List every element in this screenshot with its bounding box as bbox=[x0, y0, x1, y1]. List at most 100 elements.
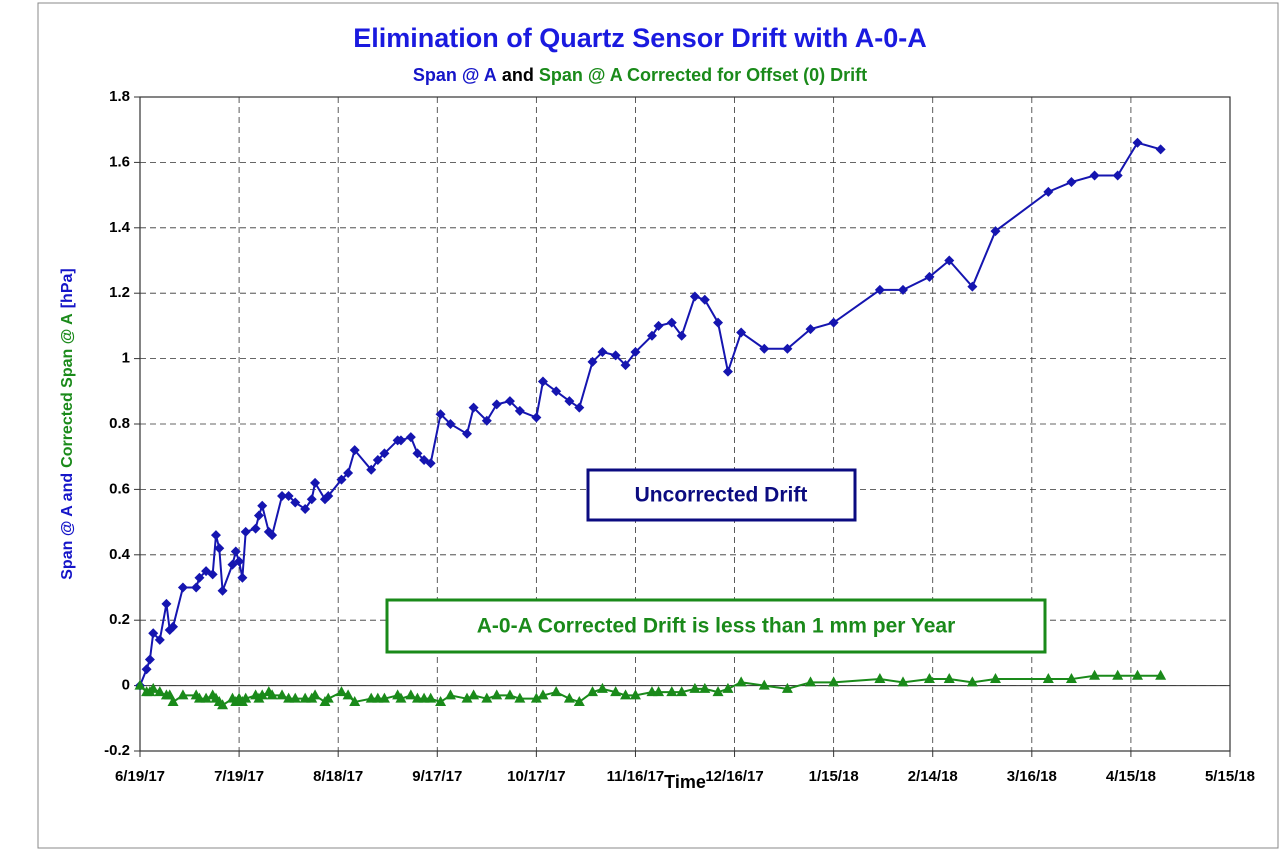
data-point bbox=[379, 448, 390, 459]
data-point bbox=[177, 689, 189, 700]
data-point bbox=[1043, 186, 1054, 197]
data-point bbox=[191, 582, 202, 593]
data-point bbox=[1089, 669, 1101, 680]
data-point bbox=[967, 281, 978, 292]
data-point bbox=[1155, 669, 1167, 680]
data-point bbox=[587, 686, 599, 697]
data-point bbox=[630, 347, 641, 358]
annotation-box bbox=[385, 598, 1047, 654]
y-tick-label: 1 bbox=[122, 350, 130, 367]
data-point bbox=[267, 530, 278, 541]
data-point bbox=[1089, 170, 1100, 181]
data-point bbox=[412, 448, 423, 459]
x-tick-label: 8/18/17 bbox=[313, 768, 363, 785]
data-point bbox=[1042, 673, 1054, 684]
data-point bbox=[425, 458, 436, 469]
data-point bbox=[435, 409, 446, 420]
marks bbox=[134, 137, 1167, 710]
data-point bbox=[283, 490, 294, 501]
data-point bbox=[537, 689, 549, 700]
x-axis-label: Time bbox=[664, 772, 706, 792]
annotation: A-0-A Corrected Drift is less than 1 mm … bbox=[477, 615, 956, 638]
data-point bbox=[342, 689, 354, 700]
data-point bbox=[514, 692, 526, 703]
data-point bbox=[207, 569, 218, 580]
data-point bbox=[610, 350, 621, 361]
data-point bbox=[504, 396, 515, 407]
data-point bbox=[154, 634, 165, 645]
data-point bbox=[395, 435, 406, 446]
text-part: Span @ A bbox=[413, 65, 497, 85]
data-point bbox=[563, 692, 575, 703]
data-point bbox=[147, 682, 159, 693]
data-point bbox=[257, 500, 268, 511]
data-point bbox=[266, 689, 278, 700]
data-point bbox=[689, 682, 701, 693]
data-point bbox=[550, 686, 562, 697]
data-point bbox=[722, 366, 733, 377]
data-point bbox=[597, 347, 608, 358]
data-point bbox=[699, 682, 711, 693]
x-tick-label: 12/16/17 bbox=[705, 768, 763, 785]
x-tick-label: 9/17/17 bbox=[412, 768, 462, 785]
y-tick-label: 0.8 bbox=[109, 415, 130, 432]
data-point bbox=[217, 585, 228, 596]
data-point bbox=[924, 271, 935, 282]
data-point bbox=[805, 324, 816, 335]
data-point bbox=[310, 477, 321, 488]
data-point bbox=[1066, 177, 1077, 188]
data-point bbox=[250, 523, 261, 534]
y-tick-label: 0.6 bbox=[109, 480, 130, 497]
x-tick-label: 7/19/17 bbox=[214, 768, 264, 785]
data-point bbox=[214, 543, 225, 554]
data-point bbox=[646, 330, 657, 341]
annotation-box bbox=[586, 468, 857, 522]
data-point bbox=[481, 415, 492, 426]
plot-border bbox=[139, 96, 1231, 752]
x-tick-label: 4/15/18 bbox=[1106, 768, 1156, 785]
annotation: Uncorrected Drift bbox=[635, 484, 808, 507]
data-point bbox=[573, 695, 585, 706]
data-point bbox=[491, 399, 502, 410]
data-point bbox=[234, 556, 245, 567]
data-point bbox=[306, 494, 317, 505]
y-tick-label: 1.8 bbox=[109, 88, 130, 105]
data-point bbox=[445, 419, 456, 429]
data-point bbox=[989, 673, 1001, 684]
data-point bbox=[504, 689, 516, 700]
data-point bbox=[161, 598, 172, 609]
data-point bbox=[537, 376, 548, 387]
data-point bbox=[290, 497, 301, 508]
data-point bbox=[366, 464, 377, 475]
data-point bbox=[405, 432, 416, 443]
data-point bbox=[1155, 144, 1166, 155]
data-point bbox=[425, 692, 437, 703]
data-point bbox=[164, 689, 176, 700]
x-tick-label: 5/15/18 bbox=[1205, 768, 1255, 785]
data-point bbox=[444, 689, 456, 700]
data-point bbox=[551, 386, 562, 397]
data-point bbox=[336, 474, 347, 485]
chart-title: Elimination of Quartz Sensor Drift with … bbox=[353, 23, 927, 53]
data-point bbox=[378, 692, 390, 703]
data-point bbox=[530, 692, 542, 703]
x-tick-label: 11/16/17 bbox=[607, 768, 665, 785]
data-point bbox=[620, 689, 632, 700]
text-part: Span @ A and bbox=[59, 473, 76, 580]
data-point bbox=[322, 692, 334, 703]
data-point bbox=[148, 628, 159, 639]
y-tick-label: -0.2 bbox=[104, 742, 130, 759]
data-point bbox=[144, 654, 155, 665]
data-point bbox=[596, 682, 608, 693]
data-point bbox=[944, 255, 955, 266]
data-point bbox=[167, 695, 179, 706]
data-point bbox=[335, 686, 347, 697]
data-point bbox=[462, 428, 472, 439]
data-point bbox=[134, 679, 146, 690]
data-point bbox=[676, 330, 687, 341]
data-point bbox=[758, 679, 770, 690]
data-point bbox=[276, 689, 288, 700]
data-point bbox=[256, 689, 268, 700]
data-point bbox=[217, 699, 229, 710]
